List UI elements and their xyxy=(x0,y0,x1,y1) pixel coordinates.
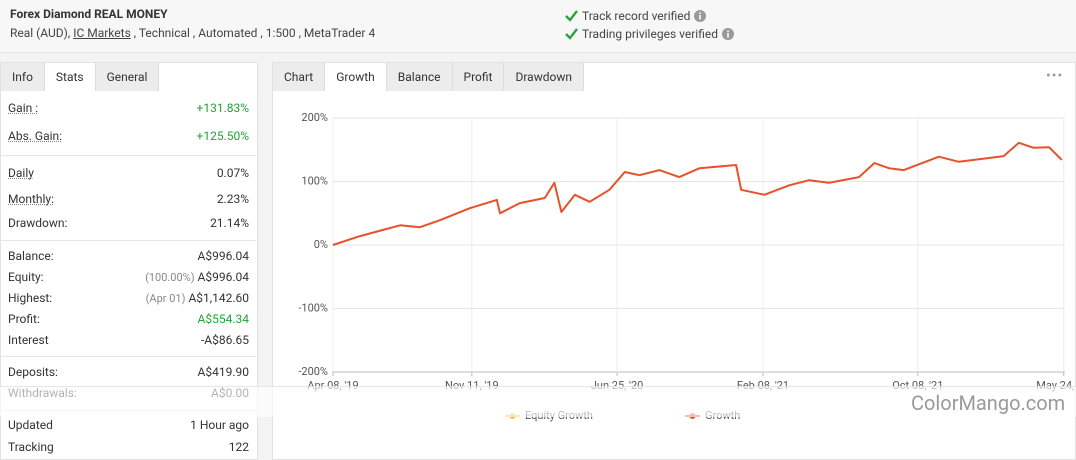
stat-label: Tracking xyxy=(8,440,54,454)
stat-value-text: 21.14% xyxy=(210,216,249,230)
system-title: Forex Diamond REAL MONEY xyxy=(10,7,168,21)
stat-value: (100.00%) A$996.04 xyxy=(145,270,249,284)
stat-note: (Apr 01) xyxy=(145,292,186,305)
stat-row: Abs. Gain: +125.50% xyxy=(8,126,249,146)
info-icon[interactable] xyxy=(721,28,734,40)
stat-row: Interest -A$86.65 xyxy=(8,330,249,350)
check-icon xyxy=(565,10,578,22)
verification: Track record verified xyxy=(565,9,707,23)
chart-menu[interactable]: ••• xyxy=(1046,68,1064,84)
stat-label: Interest xyxy=(8,333,49,347)
tab[interactable]: Growth xyxy=(325,63,387,91)
stat-value: +131.83% xyxy=(197,101,249,115)
stat-value-text: 122 xyxy=(228,440,249,454)
stat-value: (Apr 01) A$1,142.60 xyxy=(146,291,249,305)
separator xyxy=(0,356,256,357)
y-tick-label: -100% xyxy=(298,301,328,314)
stats-tabs: Info Stats General xyxy=(1,63,160,93)
stat-value-text: +131.83% xyxy=(196,101,249,115)
stat-value: A$419.90 xyxy=(198,365,249,379)
y-tick-label: 200% xyxy=(301,111,328,124)
broker-link[interactable]: IC Markets xyxy=(73,26,131,40)
stat-label: Gain : xyxy=(8,101,39,115)
y-tick-label: 100% xyxy=(301,174,328,187)
account-details: , Technical , Automated , 1:500 , MetaTr… xyxy=(130,26,376,40)
tab[interactable]: Chart xyxy=(273,63,326,91)
stat-label: Profit: xyxy=(8,312,40,326)
stat-row: Balance: A$996.04 xyxy=(8,246,249,266)
stat-value: A$996.04 xyxy=(198,249,249,263)
stat-row: Deposits: A$419.90 xyxy=(8,362,249,382)
stat-label: Abs. Gain: xyxy=(8,129,63,143)
stat-label: Deposits: xyxy=(8,365,58,379)
separator xyxy=(0,240,256,241)
stat-value: A$554.34 xyxy=(198,312,249,326)
account-type: Real (AUD), xyxy=(10,26,74,40)
tab[interactable]: Balance xyxy=(386,63,453,91)
y-tick-label: 0% xyxy=(314,238,328,251)
stat-value-text: A$996.04 xyxy=(197,270,249,284)
separator xyxy=(0,155,256,156)
stat-row: Monthly: 2.23% xyxy=(8,189,249,209)
stat-value: 21.14% xyxy=(210,216,249,230)
stat-value: -A$86.65 xyxy=(201,333,249,347)
stat-row: Updated 1 Hour ago xyxy=(8,415,249,435)
stat-value-text: 2.23% xyxy=(216,192,249,206)
watermark-band xyxy=(0,386,1076,417)
y-tick-label: -200% xyxy=(298,365,328,378)
tab[interactable]: Info xyxy=(1,63,45,91)
stat-row: Gain : +131.83% xyxy=(8,98,249,118)
stat-row: Daily 0.07% xyxy=(8,163,249,183)
tab[interactable]: Profit xyxy=(452,63,505,91)
tab[interactable]: General xyxy=(95,63,160,91)
stat-label: Monthly: xyxy=(8,192,54,206)
verification-text: Trading privileges verified xyxy=(582,27,718,41)
info-icon[interactable] xyxy=(694,10,707,22)
verification-text: Track record verified xyxy=(582,9,691,23)
stat-value-text: A$419.90 xyxy=(197,365,249,379)
stat-value: +125.50% xyxy=(197,129,249,143)
tab[interactable]: Drawdown xyxy=(504,63,584,91)
stat-row: Highest: (Apr 01) A$1,142.60 xyxy=(8,288,249,308)
stat-row: Tracking 122 xyxy=(8,437,249,457)
stat-label: Drawdown: xyxy=(8,216,68,230)
stat-label: Updated xyxy=(8,418,53,432)
stat-row: Drawdown: 21.14% xyxy=(8,213,249,233)
check-icon xyxy=(565,28,578,40)
stat-value-text: -A$86.65 xyxy=(200,333,249,347)
stat-label: Highest: xyxy=(8,291,53,305)
growth-line xyxy=(332,141,1063,246)
chart-tabs: Chart Growth Balance Profit Drawdown xyxy=(273,63,584,93)
stat-value: 122 xyxy=(229,440,249,454)
tab[interactable]: Stats xyxy=(44,63,96,91)
account-info: Real (AUD), IC Markets , Technical , Aut… xyxy=(10,26,375,40)
stat-value-text: +125.50% xyxy=(196,129,249,143)
stat-label: Balance: xyxy=(8,249,54,263)
stat-value-text: A$996.04 xyxy=(197,249,249,263)
stat-label: Daily xyxy=(8,166,34,180)
stat-value-text: A$1,142.60 xyxy=(188,291,249,305)
stat-value: 1 Hour ago xyxy=(190,418,249,432)
stat-row: Equity: (100.00%) A$996.04 xyxy=(8,267,249,287)
header: Forex Diamond REAL MONEY Real (AUD), IC … xyxy=(0,0,1076,53)
stat-value-text: 1 Hour ago xyxy=(190,418,249,432)
stat-value-text: 0.07% xyxy=(216,166,249,180)
stat-value: 0.07% xyxy=(217,166,249,180)
stat-note: (100.00%) xyxy=(145,271,195,284)
stat-label: Equity: xyxy=(8,270,44,284)
watermark: ColorMango.com xyxy=(911,391,1066,415)
stat-value-text: A$554.34 xyxy=(197,312,249,326)
stat-row: Profit: A$554.34 xyxy=(8,309,249,329)
verification: Trading privileges verified xyxy=(565,27,734,41)
stat-value: 2.23% xyxy=(217,192,249,206)
